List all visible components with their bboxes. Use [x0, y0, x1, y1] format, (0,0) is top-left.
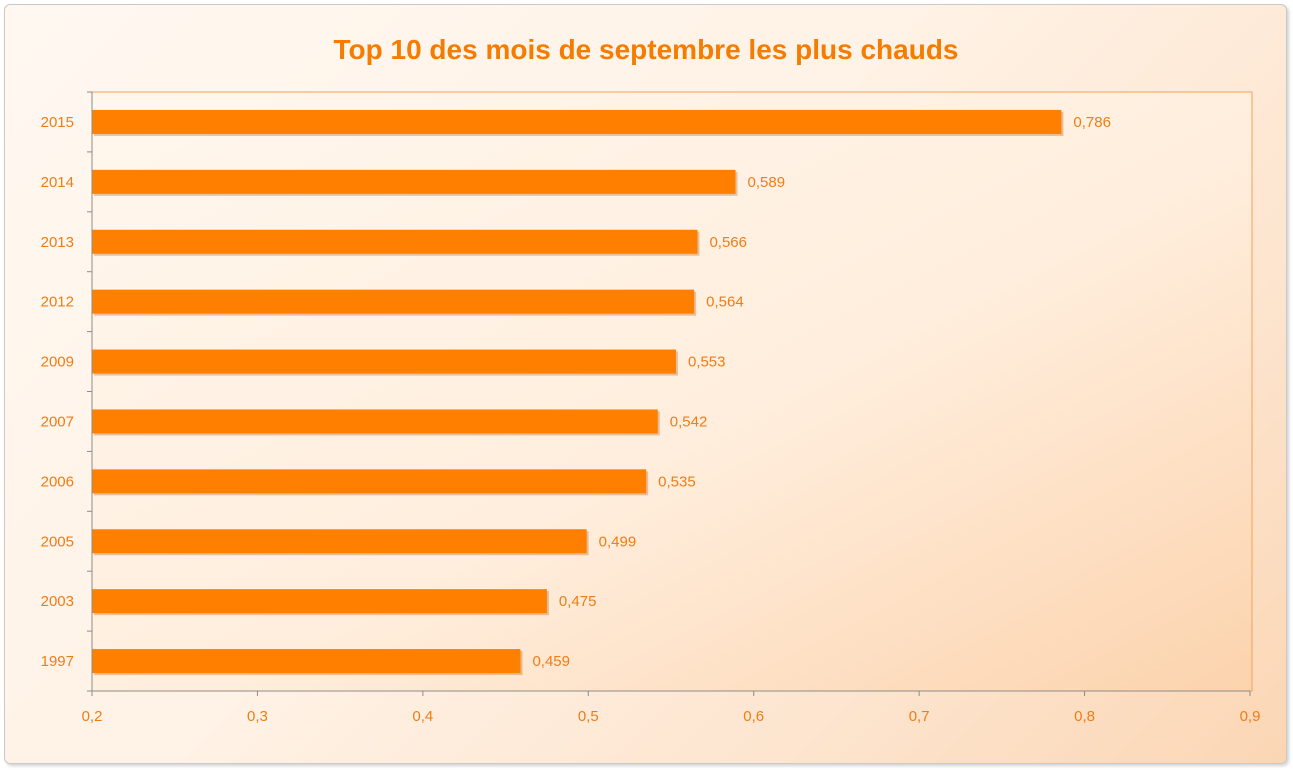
labels-layer: 0,2 0,3 0,4 0,5 0,6 0,7 0,8 0,9 2015 0,786 2014 0,5… [41, 114, 1261, 725]
category-label: 2014 [41, 174, 74, 191]
category-label: 2003 [41, 593, 74, 610]
bar [92, 289, 695, 314]
data-label: 0,566 [709, 234, 747, 251]
x-tick-label: 0,2 [82, 708, 103, 725]
data-label: 0,535 [658, 473, 696, 490]
data-label: 0,589 [748, 174, 786, 191]
bar [92, 649, 521, 674]
bar [92, 229, 698, 254]
bar [92, 589, 547, 614]
bars-layer [92, 109, 1064, 676]
data-label: 0,459 [532, 653, 570, 670]
bar [92, 469, 647, 494]
chart-frame: Top 10 des mois de septembre les plus ch… [4, 4, 1287, 764]
data-label: 0,475 [559, 593, 597, 610]
x-tick-label: 0,8 [1074, 708, 1095, 725]
x-tick-label: 0,3 [247, 708, 268, 725]
axes-layer [87, 91, 1251, 696]
data-label: 0,542 [670, 413, 708, 430]
category-label: 2015 [41, 114, 74, 131]
x-tick-label: 0,7 [909, 708, 930, 725]
chart-title: Top 10 des mois de septembre les plus ch… [333, 34, 958, 65]
x-tick-label: 0,9 [1240, 708, 1261, 725]
bar [92, 409, 658, 434]
category-label: 2009 [41, 354, 74, 371]
bar [92, 529, 587, 554]
data-label: 0,499 [599, 533, 637, 550]
x-tick-label: 0,4 [412, 708, 433, 725]
x-tick-label: 0,6 [743, 708, 764, 725]
category-label: 2013 [41, 234, 74, 251]
bar [92, 109, 1062, 134]
category-label: 2005 [41, 533, 74, 550]
bar-chart: Top 10 des mois de septembre les plus ch… [41, 34, 1261, 725]
bar [92, 169, 736, 194]
data-label: 0,553 [688, 354, 726, 371]
category-label: 1997 [41, 653, 74, 670]
category-label: 2012 [41, 294, 74, 311]
data-label: 0,786 [1073, 114, 1111, 131]
x-tick-label: 0,5 [578, 708, 599, 725]
data-label: 0,564 [706, 294, 744, 311]
category-label: 2007 [41, 413, 74, 430]
bar [92, 349, 676, 374]
category-label: 2006 [41, 473, 74, 490]
